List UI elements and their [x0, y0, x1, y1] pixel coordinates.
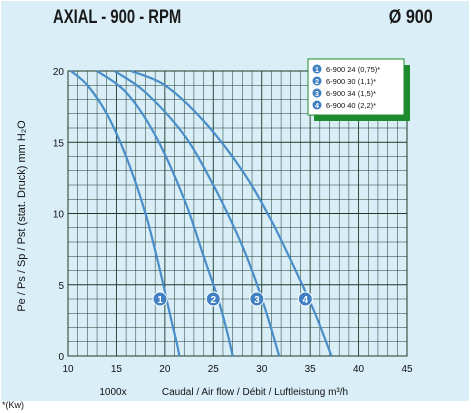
chart-title: AXIAL - 900 - RPM — [53, 7, 182, 28]
legend-marker — [312, 100, 322, 110]
legend-label: 6-900 30 (1,1)* — [326, 77, 376, 86]
curve-markers: 1 2 3 4 — [152, 291, 313, 307]
x-axis-prefix: 1000x — [99, 387, 126, 398]
diameter-label: Ø 900 — [388, 7, 433, 28]
y-tick-label: 10 — [53, 210, 65, 221]
legend-marker — [312, 64, 322, 74]
plot-frame — [67, 70, 408, 357]
curve-1 — [70, 70, 181, 357]
chart-panel: AXIAL - 900 - RPM Ø 900 10 15 20 25 30 35 40 45… — [1, 1, 469, 401]
legend-marker-number: 4 — [315, 103, 319, 110]
curve-marker-label: 1 — [157, 295, 163, 306]
axes: 10 15 20 25 30 35 40 45 0 5 10 15 20 — [53, 67, 413, 375]
x-tick-label: 25 — [208, 364, 220, 375]
x-tick-label: 20 — [159, 364, 171, 375]
y-tick-label: 0 — [58, 352, 64, 363]
x-tick-label: 45 — [401, 364, 413, 375]
x-tick-label: 40 — [353, 364, 365, 375]
header-band: AXIAL - 900 - RPM Ø 900 — [1, 1, 469, 35]
curve-4 — [130, 69, 333, 357]
curve-marker-4 — [297, 291, 313, 307]
legend-label: 6-900 34 (1,5)* — [326, 89, 376, 98]
footnote: *(Kw) — [2, 400, 24, 410]
y-tick-label: 5 — [58, 281, 64, 292]
y-axis-label: Pe / Ps / Sp / Pst (stat. Druck) mm H₂O — [16, 120, 28, 312]
legend-marker-number: 1 — [315, 67, 319, 74]
curves — [70, 69, 333, 357]
curve-marker-label: 3 — [254, 295, 260, 306]
x-tick-label: 15 — [111, 364, 123, 375]
legend-marker-number: 3 — [315, 91, 319, 98]
y-tick-label: 15 — [53, 138, 65, 149]
x-tick-label: 30 — [256, 364, 268, 375]
legend-label: 6-900 24 (0,75)* — [326, 65, 380, 74]
legend-marker — [312, 76, 322, 86]
curve-2 — [96, 70, 234, 357]
curve-marker-label: 2 — [211, 295, 217, 306]
legend: 1 6-900 24 (0,75)* 2 6-900 30 (1,1)* 3 6-900 … — [307, 58, 410, 121]
legend-marker — [312, 88, 322, 98]
curve-3 — [113, 70, 281, 357]
x-axis-label: Caudal / Air flow / Débit / Luftleistung… — [162, 387, 348, 398]
curve-marker-label: 4 — [303, 295, 309, 306]
y-tick-label: 20 — [53, 67, 65, 78]
legend-label: 6-900 40 (2,2)* — [326, 101, 376, 110]
legend-marker-number: 2 — [315, 79, 319, 86]
x-tick-label: 35 — [305, 364, 317, 375]
fan-curve-chart: 10 15 20 25 30 35 40 45 0 5 10 15 20 1 2 3 4 1 6-900 24 … — [16, 58, 413, 398]
curve-marker-1 — [152, 291, 168, 307]
x-tick-label: 10 — [62, 364, 74, 375]
curve-marker-3 — [249, 291, 265, 307]
curve-marker-2 — [205, 291, 221, 307]
legend-box — [307, 58, 405, 116]
